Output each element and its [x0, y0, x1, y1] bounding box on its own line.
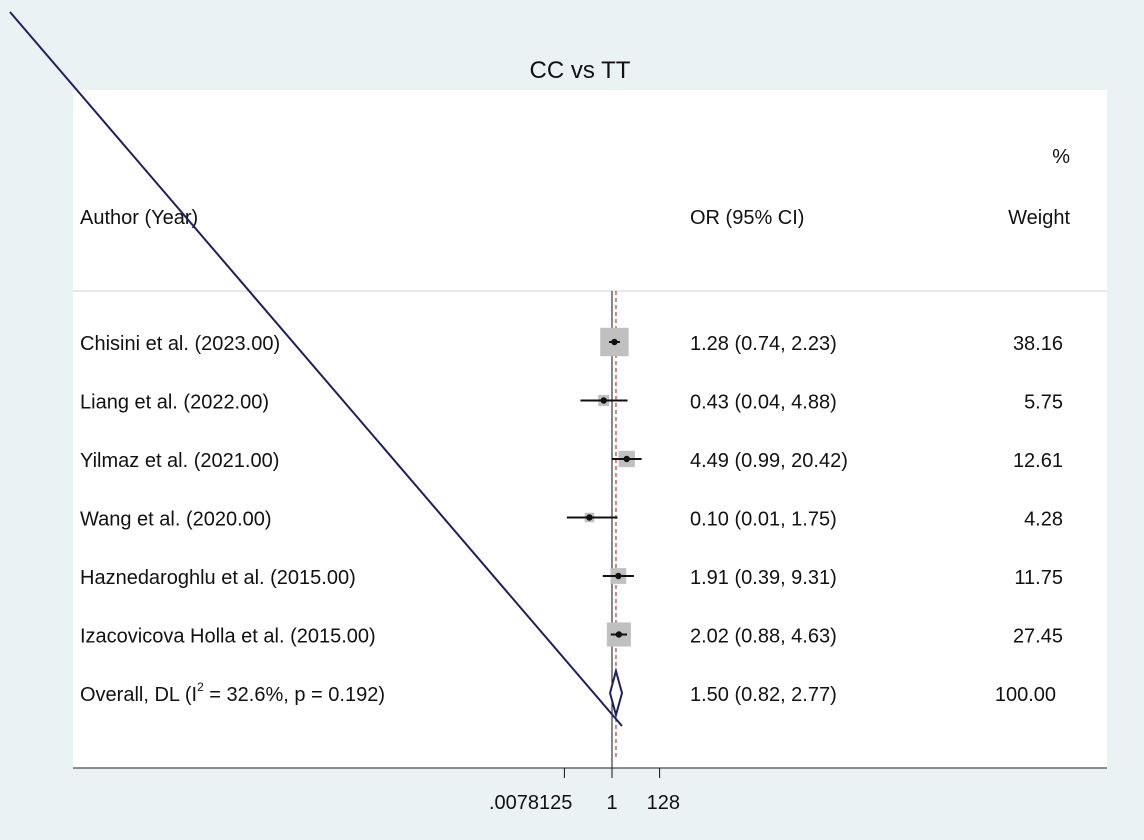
study-row: Yilmaz et al. (2021.00) 4.49 (0.99, 20.42…: [80, 450, 1063, 472]
study-or-ci: 4.49 (0.99, 20.42): [690, 450, 848, 472]
header-weight: Weight: [1008, 207, 1070, 229]
study-or-ci: 0.10 (0.01, 1.75): [690, 509, 837, 531]
diagonal-overlay-line: [9, 11, 623, 727]
study-label: Izacovicova Holla et al. (2015.00): [80, 626, 376, 648]
study-row: Wang et al. (2020.00) 0.10 (0.01, 1.75) 4.…: [80, 509, 1063, 531]
point-estimate: [600, 397, 607, 404]
x-tick-label: .0078125: [489, 792, 572, 814]
study-label: Haznedaroghlu et al. (2015.00): [80, 567, 356, 589]
point-estimate: [586, 514, 593, 521]
study-label: Yilmaz et al. (2021.00): [80, 450, 279, 472]
overall-diamond: [609, 667, 624, 719]
header-study: Author (Year): [80, 207, 198, 229]
study-label: Wang et al. (2020.00): [80, 509, 272, 531]
study-weight: 5.75: [1024, 392, 1063, 414]
study-weight: 11.75: [1014, 567, 1063, 589]
study-label: Liang et al. (2022.00): [80, 392, 269, 414]
study-or-ci: 0.43 (0.04, 4.88): [690, 392, 837, 414]
chart-title: CC vs TT: [530, 57, 631, 84]
study-or-ci: 2.02 (0.88, 4.63): [690, 626, 837, 648]
study-label: Chisini et al. (2023.00): [80, 333, 280, 355]
study-weight: 12.61: [1013, 450, 1063, 472]
overall-label: Overall, DL (I2 = 32.6%, p = 0.192): [80, 680, 385, 706]
study-row: Chisini et al. (2023.00) 1.28 (0.74, 2.23…: [80, 327, 1063, 357]
study-weight: 4.28: [1024, 509, 1063, 531]
point-estimate: [611, 338, 618, 346]
header-effect: OR (95% CI): [690, 207, 804, 229]
study-row: Liang et al. (2022.00) 0.43 (0.04, 4.88) 5…: [80, 392, 1063, 414]
header-weight-pct: %: [1052, 146, 1070, 168]
plot-panel: [73, 90, 1107, 768]
overall-weight: 100.00: [995, 684, 1056, 706]
study-weight: 27.45: [1013, 626, 1063, 648]
point-estimate: [623, 455, 630, 463]
study-row: Haznedaroghlu et al. (2015.00) 1.91 (0.39…: [80, 567, 1063, 589]
point-estimate: [615, 572, 622, 580]
x-tick-label: 128: [647, 792, 680, 814]
study-row: Izacovicova Holla et al. (2015.00) 2.02 (…: [80, 622, 1063, 648]
study-weight: 38.16: [1013, 333, 1063, 355]
x-tick-label: 1: [606, 792, 617, 814]
study-or-ci: 1.91 (0.39, 9.31): [690, 567, 837, 589]
overall-row: Overall, DL (I2 = 32.6%, p = 0.192) 1.50 …: [80, 667, 1056, 719]
overall-or-ci: 1.50 (0.82, 2.77): [690, 684, 837, 706]
study-or-ci: 1.28 (0.74, 2.23): [690, 333, 837, 355]
point-estimate: [615, 631, 623, 638]
